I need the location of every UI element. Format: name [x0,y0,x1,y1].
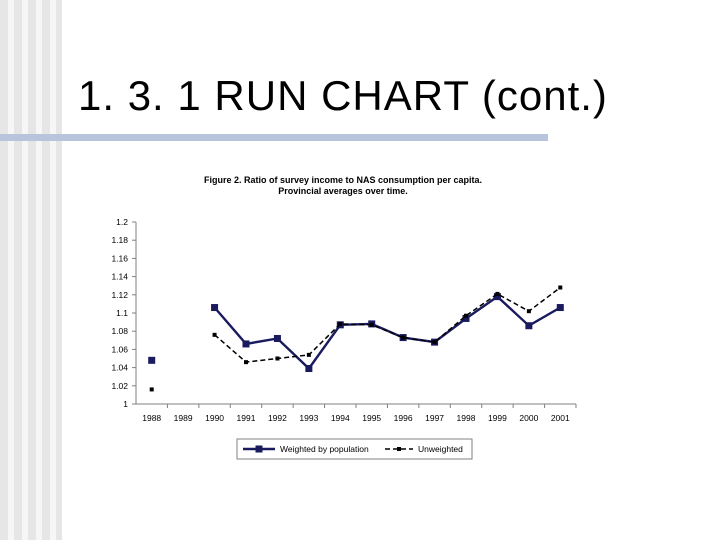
data-point [149,387,154,392]
x-tick-label: 1991 [237,413,256,423]
data-point [401,335,406,340]
x-tick-label: 1988 [142,413,161,423]
x-tick-label: 1992 [268,413,287,423]
y-tick-label: 1.02 [111,381,128,391]
data-point [369,322,374,327]
data-point [305,365,313,373]
data-point [211,304,219,312]
data-point [275,356,280,361]
title-underline [0,134,548,141]
data-point [273,334,281,342]
x-tick-label: 1998 [457,413,476,423]
x-tick-label: 1999 [488,413,507,423]
data-point [462,314,470,322]
legend-marker-weighted [255,445,263,453]
chart-axes: 1 1.02 1.04 1.06 1.08 1.1 1.12 1.14 1.16 1.18 1.2 1… [111,217,577,423]
x-tick-label: 1995 [362,413,381,423]
data-point [242,340,250,348]
data-point [148,356,156,364]
data-point [526,309,531,314]
series-line [214,286,561,363]
y-tick-label: 1.16 [111,253,128,263]
data-point [493,293,501,301]
y-tick-label: 1.12 [111,290,128,300]
x-tick-label: 1996 [394,413,413,423]
series-line [213,295,561,371]
slide-title: 1. 3. 1 RUN CHART (cont.) [78,72,608,119]
y-tick-label: 1.1 [116,308,128,318]
y-tick-label: 1.08 [111,326,128,336]
chart-title: Figure 2. Ratio of survey income to NAS … [204,175,482,185]
data-point [556,304,564,312]
data-point [464,313,468,318]
x-tick-label: 1997 [425,413,444,423]
y-tick-label: 1.14 [111,272,128,282]
data-point [432,340,437,345]
x-tick-label: 1993 [299,413,318,423]
data-point [338,321,343,326]
chart-legend: Weighted by population Unweighted [236,438,473,460]
x-tick-label: 1989 [174,413,193,423]
x-tick-label: 2000 [519,413,538,423]
data-point [525,322,533,330]
x-tick-label: 1990 [205,413,224,423]
legend-box [236,438,473,460]
chart-series [148,285,564,392]
y-tick-label: 1.18 [111,235,128,245]
series-unweighted [149,285,563,392]
x-tick-label: 2001 [551,413,570,423]
decorative-side-stripes [0,0,62,540]
legend-label-weighted: Weighted by population [280,444,369,454]
data-point [558,285,563,290]
y-tick-label: 1.04 [111,363,128,373]
legend-marker-unweighted [397,447,401,451]
series-weighted-by-population [148,293,564,373]
legend-label-unweighted: Unweighted [418,444,463,454]
data-point [244,360,248,365]
y-tick-label: 1.06 [111,344,128,354]
chart-subtitle: Provincial averages over time. [278,186,408,196]
data-point [212,332,217,337]
x-tick-label: 1994 [331,413,350,423]
y-tick-label: 1.2 [116,217,128,227]
data-point [495,291,500,296]
data-point [306,352,311,357]
y-tick-label: 1 [123,399,128,409]
